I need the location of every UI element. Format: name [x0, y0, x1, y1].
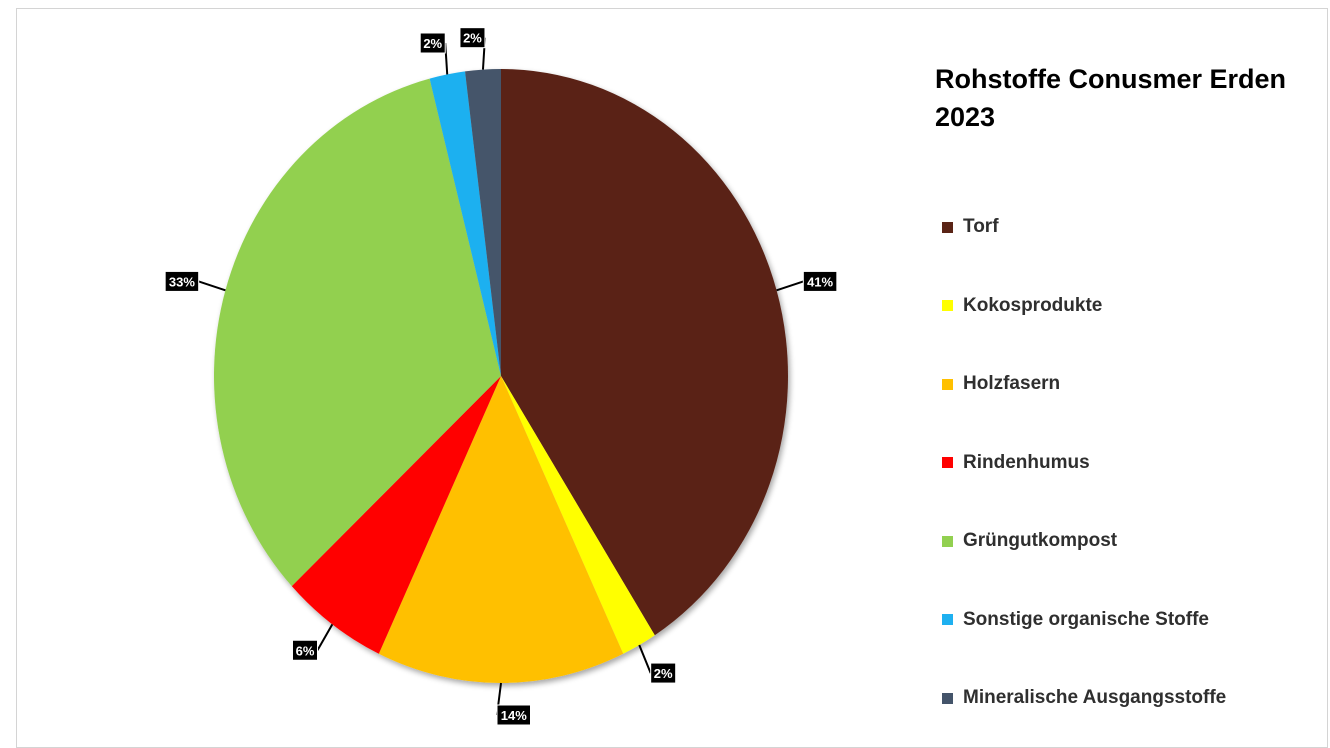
data-label-text: 2% — [423, 36, 442, 51]
data-label-2: 14% — [496, 682, 531, 726]
pie-slice-sonstige-organische-stoffe — [429, 71, 501, 377]
data-label-leader — [198, 280, 226, 292]
legend-label: Rindenhumus — [963, 451, 1090, 473]
legend-label: Kokosprodukte — [963, 294, 1103, 316]
data-labels: 41% 2% 14% 6% 33% 2% 2% — [164, 27, 838, 726]
data-label-text: 2% — [463, 31, 482, 46]
legend-label: Torf — [963, 216, 999, 238]
data-label-0: 41% — [776, 270, 838, 292]
data-label-box — [419, 32, 446, 54]
pie-slice-holzfasern — [378, 376, 624, 683]
legend-swatch — [942, 535, 953, 547]
legend-swatch — [942, 378, 953, 390]
data-label-box — [291, 639, 318, 661]
legend-item: Torf — [942, 188, 1226, 267]
data-label-text: 33% — [169, 274, 195, 289]
legend-swatch — [942, 221, 953, 233]
data-label-5: 2% — [419, 32, 449, 75]
data-label-box — [164, 270, 200, 292]
pie-slices — [214, 69, 789, 683]
legend-swatch — [942, 614, 953, 626]
legend-label: Sonstige organische Stoffe — [963, 608, 1209, 630]
data-label-text: 14% — [501, 708, 527, 723]
legend-swatch — [942, 692, 953, 704]
pie-slice-torf — [501, 69, 789, 636]
pie-slice-rindenhumus — [291, 376, 501, 654]
legend-label: Holzfasern — [963, 373, 1061, 395]
data-label-3: 6% — [291, 623, 334, 661]
data-label-text: 6% — [296, 643, 315, 658]
legend-item: Mineralische Ausgangsstoffe — [942, 659, 1226, 738]
data-label-box — [496, 704, 531, 726]
pie-slice-grüngutkompost — [214, 78, 501, 587]
legend-item: Kokosprodukte — [942, 267, 1226, 346]
legend-item: Grüngutkompost — [942, 502, 1226, 581]
data-label-leader — [776, 280, 804, 292]
pie-slice-kokosprodukte — [501, 376, 655, 654]
legend-item: Holzfasern — [942, 345, 1226, 424]
data-label-1: 2% — [638, 644, 677, 684]
data-label-text: 41% — [807, 274, 833, 289]
data-label-4: 33% — [164, 270, 226, 292]
legend-item: Rindenhumus — [942, 424, 1226, 503]
legend-swatch — [942, 457, 953, 469]
pie-slice-mineralische-ausgangsstoffe — [465, 69, 501, 376]
data-label-6: 2% — [459, 27, 486, 70]
legend: Torf Kokosprodukte Holzfasern Rindenhumus Gr… — [942, 188, 1226, 738]
legend-label: Mineralische Ausgangsstoffe — [963, 687, 1227, 709]
legend-label: Grüngutkompost — [963, 530, 1118, 552]
data-label-box — [802, 270, 838, 292]
data-label-box — [650, 662, 677, 684]
chart-title: Rohstoffe Conusmer Erden 2023 — [935, 64, 1287, 132]
legend-swatch — [942, 300, 953, 312]
legend-item: Sonstige organische Stoffe — [942, 581, 1226, 660]
data-label-box — [459, 27, 486, 49]
data-label-leader — [638, 644, 652, 674]
data-label-text: 2% — [654, 666, 673, 681]
data-label-leader — [316, 623, 334, 651]
